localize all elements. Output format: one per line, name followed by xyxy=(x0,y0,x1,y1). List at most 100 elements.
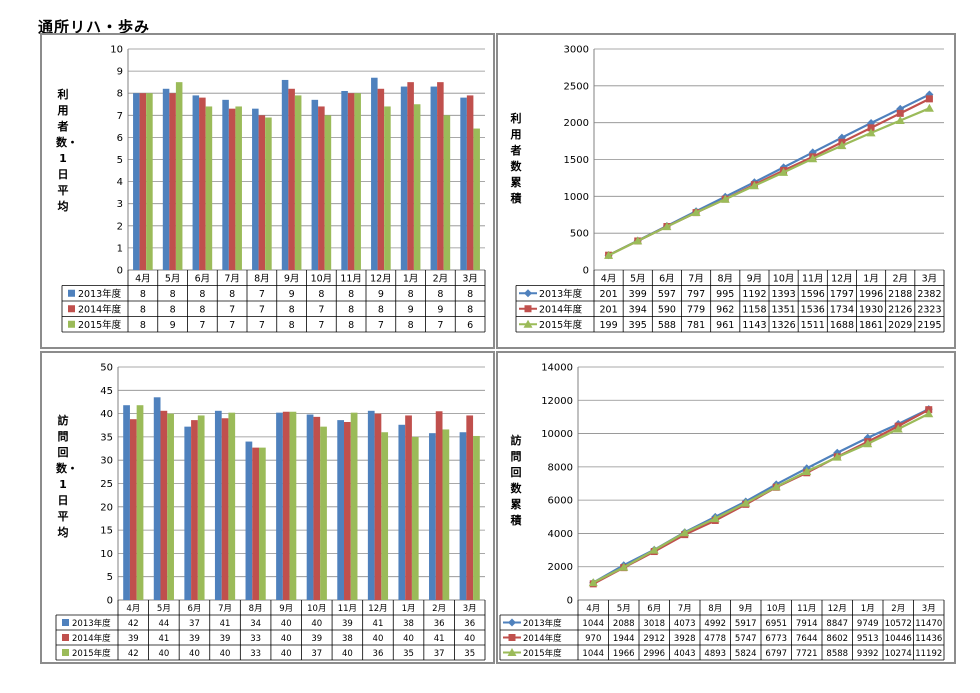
bar-2014年度-9月 xyxy=(288,88,295,270)
table-cell: 2912 xyxy=(643,634,665,644)
y-tick-label: 1 xyxy=(117,243,123,254)
bar-2014年度-8月 xyxy=(252,447,259,600)
table-cell: 588 xyxy=(658,320,676,331)
y-tick-label: 2000 xyxy=(548,562,573,573)
table-cell: 7644 xyxy=(796,634,818,644)
table-cell: 961 xyxy=(716,320,734,331)
bar-2014年度-9月 xyxy=(282,411,290,600)
table-cell: 8 xyxy=(170,304,176,315)
table-cell: 7 xyxy=(437,320,443,331)
point-2015年度-12月 xyxy=(837,141,847,150)
table-cell: 781 xyxy=(687,320,705,331)
table-cell: 1944 xyxy=(613,634,635,644)
point-2015年度-1月 xyxy=(866,128,876,137)
legend-label: 2014年度 xyxy=(523,633,562,644)
users-cumulative-chart: 0 500 1000 1500 2000 2500 3000 4月 5月 6月 7月 8月 9月 10月 1… xyxy=(515,45,945,333)
legend-label: 2015年度 xyxy=(539,319,583,331)
table-cell: 9 xyxy=(437,304,443,315)
bar-2014年度-4月 xyxy=(139,93,147,270)
bar-2013年度-4月 xyxy=(133,93,140,270)
y-tick-label: 1500 xyxy=(564,155,589,166)
bar-2013年度-8月 xyxy=(245,441,253,600)
table-cell: 6 xyxy=(467,320,473,331)
table-cell: 39 xyxy=(128,634,139,644)
bar-2013年度-6月 xyxy=(192,95,200,270)
y-tick-label: 5 xyxy=(107,572,113,583)
bar-2014年度-2月 xyxy=(435,411,443,600)
table-cell: 11436 xyxy=(915,634,942,644)
point-2015年度-6月 xyxy=(662,222,672,231)
table-cell: 201 xyxy=(600,289,618,300)
bar-2015年度-6月 xyxy=(205,106,213,271)
legend-label: 2013年度 xyxy=(78,288,122,300)
x-tick-label: 1月 xyxy=(861,604,875,614)
point-2015年度-8月 xyxy=(710,514,720,523)
bar-2014年度-2月 xyxy=(437,82,444,271)
y-tick-label: 8000 xyxy=(548,462,573,473)
table-cell: 40 xyxy=(464,634,475,644)
y-tick-label: 40 xyxy=(100,409,113,420)
table-cell: 8 xyxy=(348,320,354,331)
x-tick-label: 5月 xyxy=(630,273,646,284)
x-tick-label: 7月 xyxy=(224,273,240,284)
bar-2014年度-5月 xyxy=(160,410,168,600)
x-tick-label: 12月 xyxy=(370,273,392,284)
legend-marker xyxy=(524,289,532,298)
bar-2015年度-4月 xyxy=(146,93,153,270)
table-cell: 8 xyxy=(467,289,473,300)
legend-label: 2015年度 xyxy=(72,648,111,659)
legend-marker xyxy=(508,618,516,627)
point-2015年度-9月 xyxy=(749,181,759,190)
x-tick-label: 10月 xyxy=(307,604,326,614)
data-table: 4月 5月 6月 7月 8月 9月 10月 11月 12月 1月 2月 3月 2013年度 201 399 5… xyxy=(515,270,945,333)
line-2014年度 xyxy=(592,408,930,585)
table-cell: 38 xyxy=(342,634,353,644)
y-tick-label: 7 xyxy=(117,111,123,122)
table-cell: 7 xyxy=(229,320,235,331)
table-cell: 8 xyxy=(170,289,176,300)
bar-2015年度-4月 xyxy=(136,405,144,600)
x-tick-label: 2月 xyxy=(433,273,449,284)
x-tick-label: 8月 xyxy=(249,604,263,614)
bar-2014年度-3月 xyxy=(466,415,474,600)
point-2015年度-1月 xyxy=(863,439,873,448)
table-cell: 1511 xyxy=(801,320,825,331)
table-cell: 9 xyxy=(289,289,295,300)
y-tick-label: 2500 xyxy=(564,81,589,92)
y-tick-label: 0 xyxy=(567,596,573,607)
bar-2014年度-7月 xyxy=(228,108,236,270)
page-title: 通所リハ・歩み xyxy=(38,18,151,36)
x-tick-label: 9月 xyxy=(739,604,753,614)
bar-2015年度-9月 xyxy=(294,95,302,270)
x-tick-label: 10月 xyxy=(767,604,786,614)
point-2013年度-11月 xyxy=(808,148,817,157)
bar-2013年度-3月 xyxy=(460,97,467,270)
bar-2015年度-1月 xyxy=(413,104,421,270)
bar-2013年度-2月 xyxy=(429,433,436,600)
y-tick-label: 45 xyxy=(100,386,113,397)
table-cell: 41 xyxy=(158,634,169,644)
bar-2013年度-6月 xyxy=(184,426,192,600)
legend-label: 2015年度 xyxy=(78,319,122,331)
table-cell: 37 xyxy=(434,649,445,659)
x-tick-label: 5月 xyxy=(617,604,631,614)
x-tick-label: 12月 xyxy=(828,604,847,614)
y-tick-label: 8 xyxy=(117,89,123,100)
table-cell: 6951 xyxy=(765,619,787,629)
bar-2013年度-5月 xyxy=(153,397,161,600)
point-2015年度-10月 xyxy=(771,482,781,491)
table-cell: 1044 xyxy=(582,649,604,659)
table-cell: 7 xyxy=(378,320,384,331)
table-cell: 40 xyxy=(311,619,322,629)
table-cell: 9749 xyxy=(857,619,879,629)
bar-2013年度-8月 xyxy=(252,108,259,270)
table-cell: 1393 xyxy=(771,289,795,300)
table-cell: 394 xyxy=(629,304,647,315)
table-cell: 40 xyxy=(281,649,292,659)
table-cell: 1930 xyxy=(859,304,883,315)
legend-swatch xyxy=(62,634,69,641)
x-tick-label: 11月 xyxy=(340,273,362,284)
table-cell: 10274 xyxy=(885,649,912,659)
bar-2015年度-12月 xyxy=(384,106,391,271)
x-tick-label: 10月 xyxy=(773,273,795,284)
